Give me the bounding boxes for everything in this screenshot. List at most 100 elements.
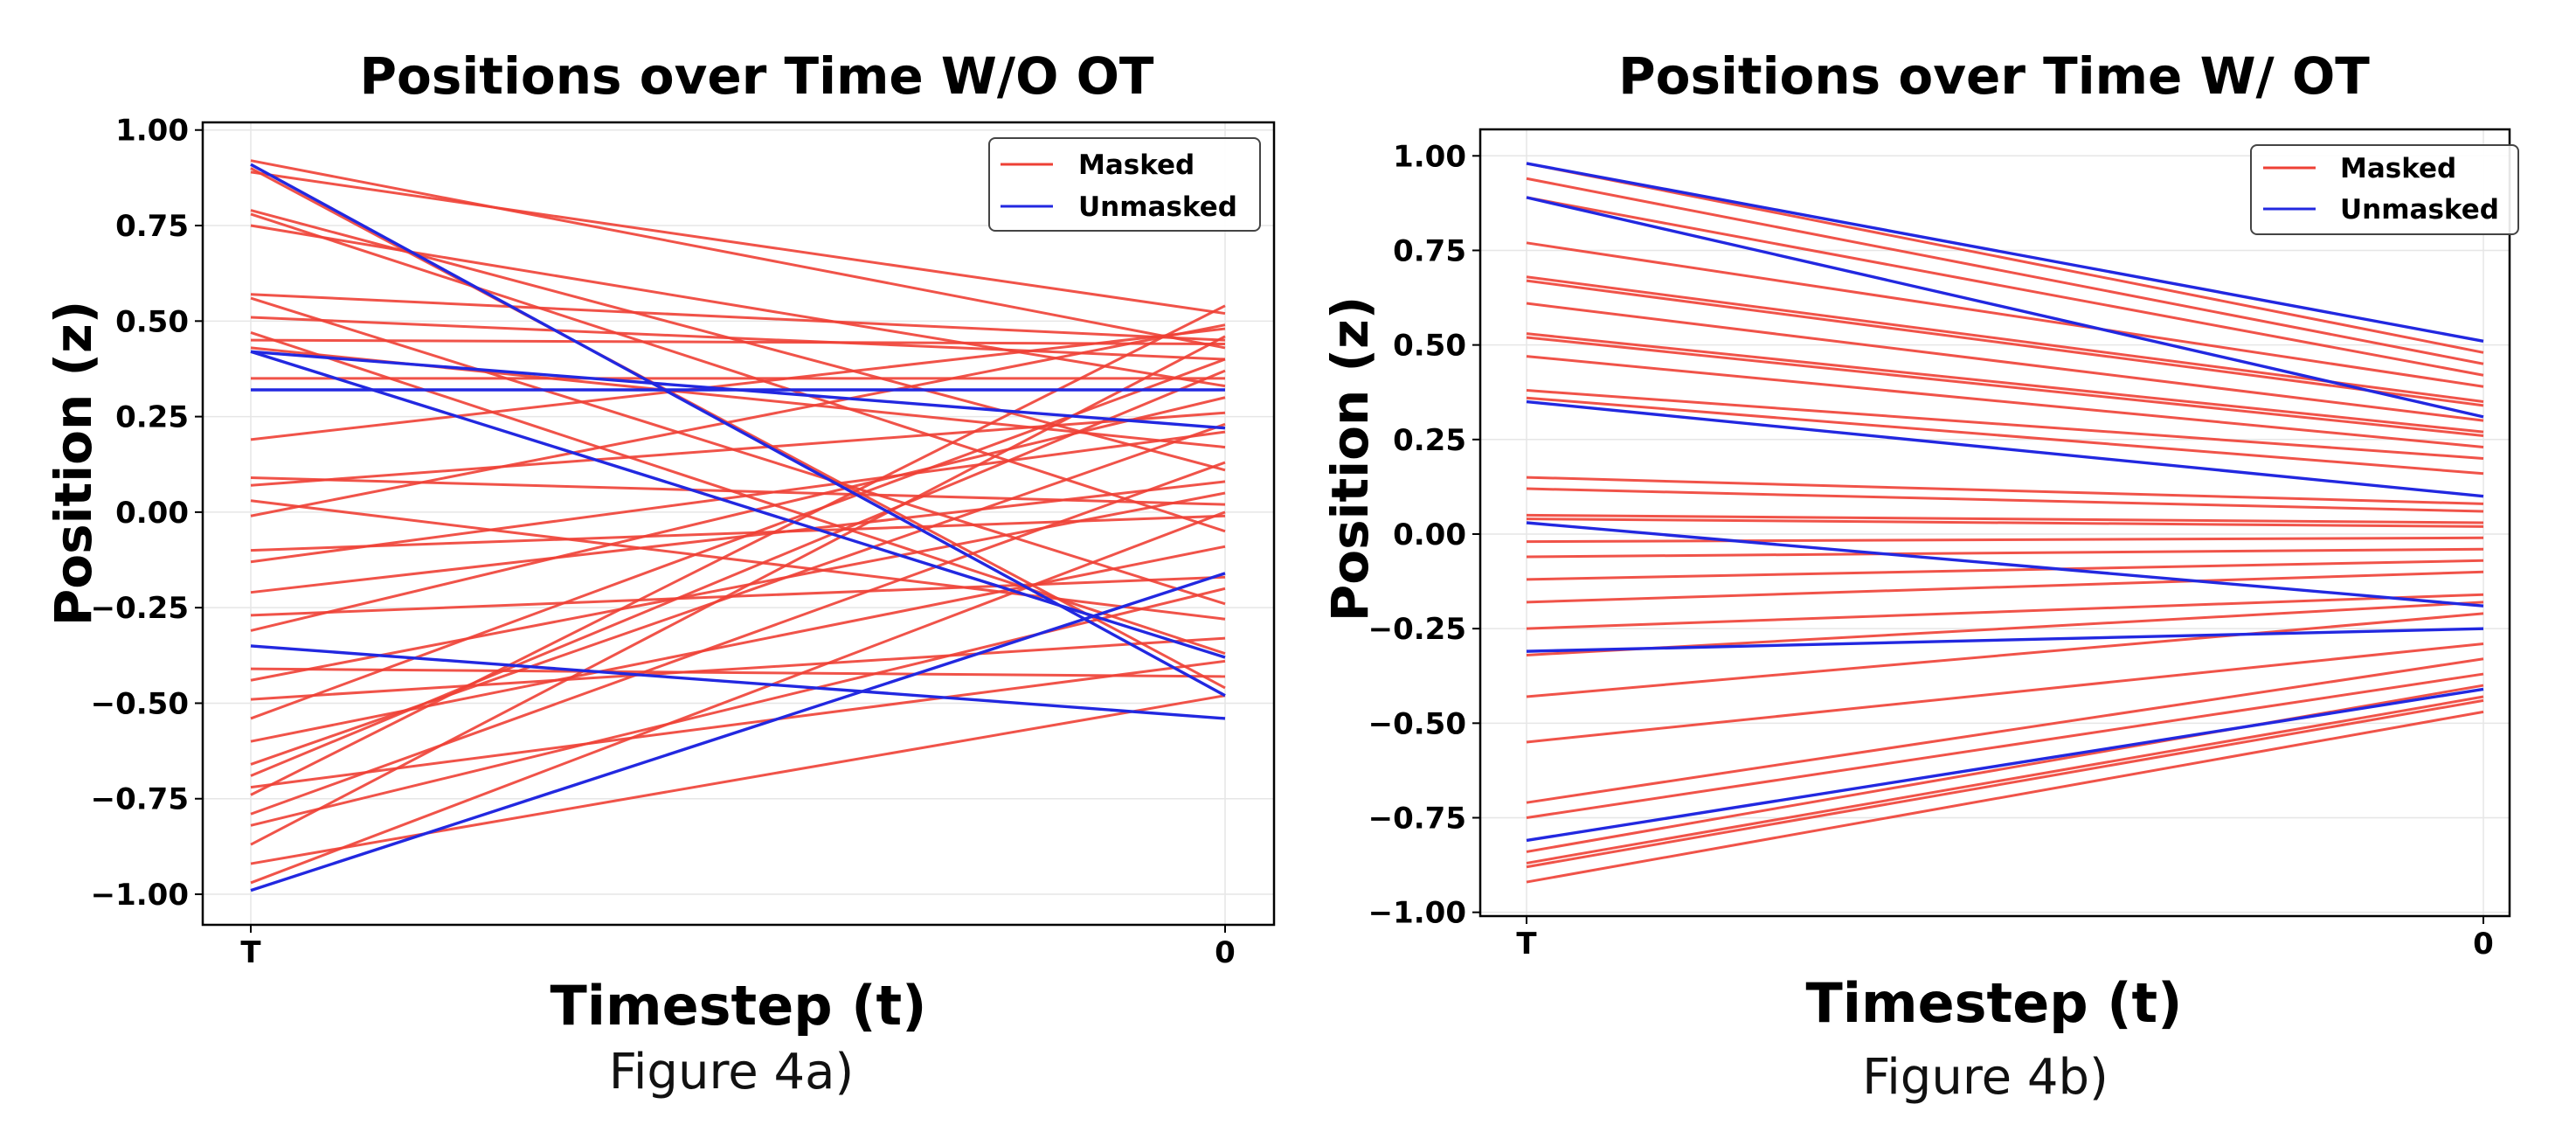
chart-left: Positions over Time W/O OT 1.00 0.75 0.50 0… [44,46,1276,1101]
y-tick-label: −0.75 [1368,802,1466,837]
legend-box [988,137,1261,232]
series-line-unmasked [1526,687,2484,843]
series-line-masked [1526,241,2484,388]
series-line-masked [250,476,1226,506]
series-line-masked [1526,593,2484,630]
series-line-masked [250,331,1226,656]
series-line-unmasked [250,350,1226,659]
series-line-masked [250,480,1226,594]
series-line-unmasked [1526,196,2484,419]
series-line-masked [1526,513,2484,524]
chart-right: Positions over Time W/ OT 1.00 0.75 0.50 0.… [1320,46,2519,1106]
series-line-masked [1526,487,2484,513]
series-lines [1526,162,2484,884]
y-axis-label: Position (z) [44,301,103,626]
y-axis-label: Position (z) [1320,296,1380,622]
series-line-masked [1526,302,2484,422]
series-line-masked [1526,559,2484,581]
series-line-unmasked [250,644,1226,720]
series-line-masked [250,396,1226,632]
y-tick-label: 0.25 [1393,423,1466,458]
plot-frame [1478,128,2511,918]
legend-label-masked: Masked [1078,149,1195,181]
series-line-masked [1526,570,2484,604]
legend-label-unmasked: Unmasked [1078,191,1237,223]
legend-label-masked: Masked [2340,153,2456,184]
y-tick-label: −1.00 [1368,896,1466,931]
series-line-masked [1526,695,2484,865]
chart-title: Positions over Time W/O OT [360,46,1154,106]
series-line-masked [250,369,1226,777]
plot-frame [201,121,1276,927]
y-tick-label: −0.25 [91,591,189,626]
series-line-masked [250,499,1226,621]
series-line-masked [250,430,1226,564]
series-line-masked [250,170,1226,316]
y-tick-label: 0.50 [1393,329,1466,364]
series-line-masked [250,338,1226,346]
gridlines [203,122,1274,925]
series-line-masked [1526,196,2484,377]
series-line-masked [1526,177,2484,365]
series-line-masked [1526,536,2484,544]
series-line-masked [250,411,1226,487]
series-line-masked [1526,517,2484,528]
y-tick-label: −0.25 [1368,612,1466,647]
series-line-masked [250,323,1226,517]
y-tick-label: 0.75 [115,209,189,244]
y-tick-label: 1.00 [115,114,189,149]
series-line-unmasked [1526,627,2484,653]
series-line-masked [250,293,1226,342]
x-axis-label: Timestep (t) [1805,971,2182,1035]
series-line-masked [1526,710,2484,884]
x-axis-label: Timestep (t) [550,974,926,1038]
series-line-masked [1526,672,2484,819]
series-line-masked [1526,698,2484,869]
figure-caption: Figure 4a) [609,1044,855,1101]
series-line-unmasked [1526,521,2484,608]
series-line-masked [250,296,1226,606]
series-line-masked [1526,355,2484,448]
series-line-masked [1526,389,2484,460]
series-line-masked [250,575,1226,617]
series-line-masked [250,304,1226,796]
x-tick-label: T [1516,927,1537,962]
series-line-unmasked [1526,399,2484,498]
series-line-masked [250,491,1226,682]
chart-title: Positions over Time W/ OT [1618,46,2370,106]
y-tick-label: 1.00 [1393,139,1466,174]
series-line-masked [250,327,1226,441]
series-line-masked [1526,162,2484,354]
y-tick-label: 0.75 [1393,233,1466,268]
series-line-masked [250,636,1226,701]
series-line-masked [250,316,1226,361]
series-line-masked [250,667,1226,678]
legend: Masked Unmasked [988,137,1261,232]
series-line-masked [1526,336,2484,437]
legend-box [2250,144,2519,235]
series-line-masked [1526,396,2484,476]
y-tick-label: −0.50 [1368,706,1466,741]
y-tick-label: 0.00 [1393,517,1466,552]
series-line-masked [1526,612,2484,698]
y-tick-label: 0.00 [115,496,189,531]
series-line-masked [1526,332,2484,434]
series-line-masked [250,659,1226,789]
x-tick-label: 0 [1215,935,1236,970]
series-line-masked [250,510,1226,885]
y-tick-label: 0.50 [115,304,189,339]
legend-label-unmasked: Unmasked [2340,194,2499,226]
y-axis-ticks: 1.00 0.75 0.50 0.25 0.00 −0.25 −0.50 −0.75 −1.00 [91,114,203,913]
series-line-masked [250,159,1226,350]
x-tick-label: 0 [2473,927,2494,962]
series-line-unmasked [250,572,1226,892]
legend: Masked Unmasked [2250,144,2519,235]
y-axis-ticks: 1.00 0.75 0.50 0.25 0.00 −0.25 −0.50 −0.75 −1.00 [1368,139,1480,931]
series-line-masked [250,212,1226,533]
series-line-masked [1526,684,2484,853]
series-line-masked [250,587,1226,827]
series-line-masked [1526,279,2484,407]
